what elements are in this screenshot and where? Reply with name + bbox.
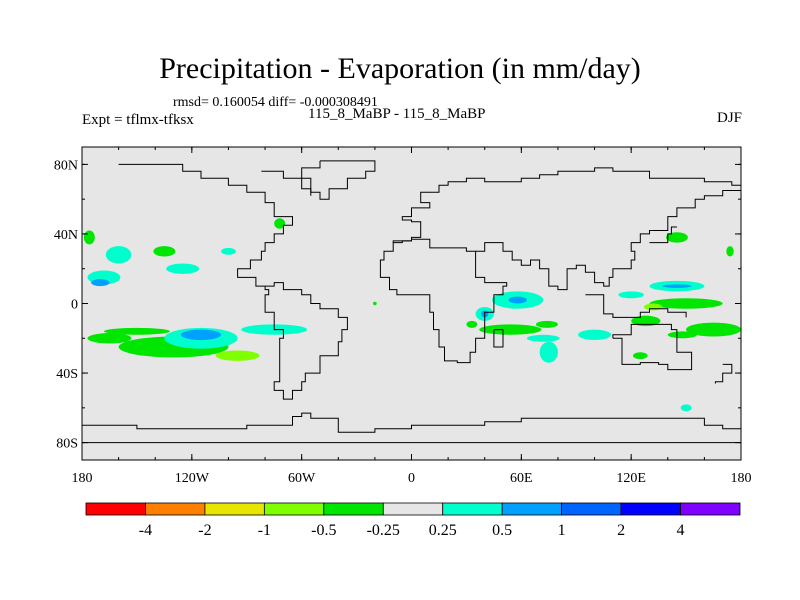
coastline — [301, 160, 376, 200]
coastline — [649, 226, 677, 244]
y-tick-label: 40S — [56, 367, 78, 382]
tick-layer: 180 120W 60W 0 60E 120E 180 80N 40N 0 40S 80S — [54, 147, 752, 486]
anomaly-patch — [631, 315, 661, 327]
x-tick-label: 0 — [408, 471, 415, 486]
colorbar-swatch — [620, 502, 681, 516]
season-label: DJF — [716, 110, 742, 126]
anomaly-patch — [667, 331, 698, 339]
anomaly-patch — [578, 329, 612, 341]
coastline — [493, 329, 504, 348]
anomaly-patch — [643, 303, 663, 311]
anomaly-patch — [508, 296, 527, 304]
colorbar-label: -4 — [139, 522, 152, 539]
x-tick-label: 120E — [616, 471, 646, 486]
colorbar-swatch — [501, 502, 563, 516]
anomaly-patch — [91, 279, 110, 287]
anomaly-patch — [180, 329, 222, 341]
anomaly-patch — [665, 232, 688, 243]
x-tick-label: 60E — [510, 471, 533, 486]
colorbar-label: -1 — [258, 522, 271, 539]
colorbar-label: -0.25 — [367, 522, 400, 539]
y-tick-label: 0 — [71, 298, 78, 313]
anomaly-patch — [526, 334, 560, 342]
anomaly-patch — [686, 322, 742, 337]
coastline-layer — [82, 160, 742, 444]
coastline — [379, 238, 508, 364]
anomaly-patch — [274, 218, 286, 229]
x-tick-label: 60W — [288, 471, 316, 486]
experiment-label: Expt = tflmx-tfksx — [82, 112, 194, 128]
case-label: 115_8_MaBP - 115_8_MaBP — [308, 106, 486, 122]
anomaly-patch — [466, 320, 478, 328]
anomaly-patch — [87, 333, 132, 344]
colorbar-label: 0.25 — [429, 522, 457, 539]
y-tick-label: 80N — [54, 158, 78, 173]
anomaly-patch — [105, 246, 132, 264]
colorbar-swatch — [204, 502, 265, 516]
x-tick-label: 180 — [731, 471, 752, 486]
anomaly-patch — [680, 404, 692, 412]
coastline — [714, 363, 733, 384]
anomaly-layer — [83, 218, 742, 412]
y-tick-label: 80S — [56, 437, 78, 452]
colorbar-swatch — [263, 502, 325, 516]
colorbar-swatch — [145, 502, 206, 516]
anomaly-patch — [479, 324, 542, 335]
x-tick-label: 120W — [175, 471, 210, 486]
anomaly-patch — [632, 352, 648, 360]
chart-title: Precipitation - Evaporation (in mm/day) — [159, 52, 641, 85]
colorbar-label: 1 — [558, 522, 566, 539]
colorbar-swatch — [85, 502, 146, 516]
coastline — [393, 167, 742, 244]
colorbar-swatch — [680, 502, 741, 516]
anomaly-patch — [618, 291, 644, 299]
colorbar: -4 -2 -1 -0.5 -0.25 0.25 0.5 1 2 4 — [85, 502, 741, 539]
anomaly-patch — [535, 320, 558, 328]
coastline — [118, 163, 348, 400]
anomaly-patch — [83, 230, 95, 245]
anomaly-patch — [539, 341, 558, 363]
anomaly-patch — [166, 263, 200, 274]
anomaly-patch — [153, 246, 176, 257]
anomaly-patch — [221, 247, 236, 255]
colorbar-label: -0.5 — [311, 522, 336, 539]
colorbar-swatch — [442, 502, 503, 516]
colorbar-label: -2 — [198, 522, 211, 539]
anomaly-patch — [649, 298, 723, 309]
colorbar-swatch — [323, 502, 384, 516]
colorbar-label: 0.5 — [492, 522, 512, 539]
coastline — [585, 294, 687, 318]
coastline — [612, 323, 693, 371]
coastline — [475, 188, 742, 291]
stats-label: rmsd= 0.160054 diff= -0.000308491 — [173, 95, 378, 110]
y-tick-label: 40N — [54, 228, 78, 243]
plot-background — [82, 147, 741, 460]
x-tick-label: 180 — [72, 471, 93, 486]
colorbar-label: 2 — [617, 522, 625, 539]
anomaly-patch — [373, 301, 377, 306]
colorbar-swatch — [561, 502, 622, 516]
anomaly-patch — [726, 246, 734, 257]
anomaly-patch — [103, 327, 170, 335]
anomaly-patch — [662, 284, 692, 288]
anomaly-patch — [215, 350, 260, 361]
coastline — [82, 412, 741, 433]
colorbar-label: 4 — [677, 522, 685, 539]
colorbar-swatch — [382, 502, 444, 516]
